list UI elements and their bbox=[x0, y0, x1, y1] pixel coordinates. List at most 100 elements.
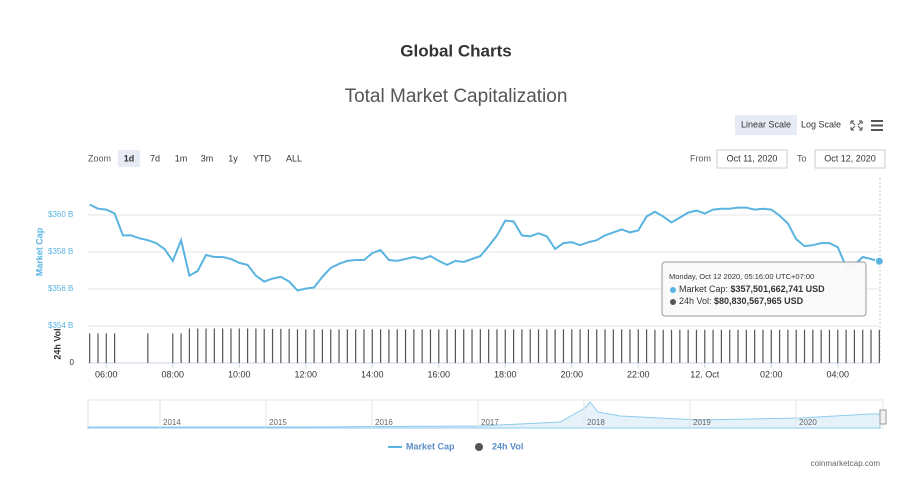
volume-bar bbox=[571, 329, 573, 363]
zoom-button[interactable]: 1d bbox=[124, 153, 135, 163]
market-cap-line bbox=[89, 203, 880, 292]
navigator-label: 2016 bbox=[375, 418, 393, 427]
volume-bar bbox=[454, 329, 457, 363]
volume-bar bbox=[113, 333, 116, 363]
volume-bar bbox=[770, 329, 772, 363]
volume-bar bbox=[213, 328, 215, 363]
navigator-label: 2019 bbox=[693, 418, 711, 427]
volume-bar bbox=[604, 329, 606, 363]
volume-bar bbox=[263, 328, 265, 363]
menu-icon[interactable] bbox=[871, 120, 883, 131]
navigator-handle[interactable] bbox=[879, 409, 887, 425]
from-input[interactable] bbox=[716, 149, 788, 169]
volume-bar bbox=[305, 329, 307, 363]
to-input[interactable] bbox=[814, 149, 886, 169]
volume-bar bbox=[845, 329, 847, 363]
volume-bar bbox=[504, 329, 506, 363]
volume-bar bbox=[396, 329, 398, 363]
x-tick-label: 12. Oct bbox=[690, 369, 720, 379]
volume-bar bbox=[529, 329, 531, 363]
volume-bar bbox=[404, 329, 407, 363]
x-tick-label: 22:00 bbox=[627, 369, 650, 379]
tooltip-vol-dot bbox=[670, 299, 676, 305]
zoom-button[interactable]: YTD bbox=[253, 153, 272, 163]
volume-bar bbox=[296, 329, 299, 363]
volume-bar bbox=[729, 329, 731, 363]
x-tick-label: 12:00 bbox=[295, 369, 318, 379]
volume-bar bbox=[679, 329, 681, 363]
volume-bar bbox=[330, 329, 332, 363]
volume-bar bbox=[238, 328, 240, 363]
volume-bar bbox=[188, 328, 191, 363]
volume-bar bbox=[712, 329, 714, 363]
volume-bar bbox=[754, 329, 756, 363]
volume-bar bbox=[180, 333, 182, 363]
x-tick-label: 16:00 bbox=[428, 369, 451, 379]
volume-bar bbox=[355, 329, 357, 363]
navigator-label: 2014 bbox=[163, 418, 181, 427]
volume-bar bbox=[413, 329, 415, 363]
x-tick-label: 10:00 bbox=[228, 369, 251, 379]
credit: coinmarketcap.com bbox=[811, 459, 881, 468]
zoom-button[interactable]: 7d bbox=[150, 153, 160, 163]
volume-bar bbox=[629, 329, 631, 363]
chart-title: Total Market Capitalization bbox=[345, 86, 568, 107]
volume-bar bbox=[554, 329, 556, 363]
volume-bar bbox=[255, 328, 257, 363]
navigator-label: 2017 bbox=[481, 418, 499, 427]
volume-bar bbox=[313, 329, 315, 363]
volume-bar bbox=[230, 328, 232, 363]
zoom-active-bg bbox=[118, 150, 140, 167]
volume-bar bbox=[762, 329, 764, 363]
volume-bar bbox=[463, 329, 465, 363]
tooltip-date: Monday, Oct 12 2020, 05:16:00 UTC+07:00 bbox=[669, 272, 814, 281]
volume-bar bbox=[429, 329, 432, 363]
y2-tick-label: 0 bbox=[70, 358, 75, 367]
zoom-button[interactable]: 3m bbox=[201, 153, 214, 163]
volume-bar bbox=[878, 329, 880, 363]
volume-bar bbox=[637, 329, 639, 363]
hover-point bbox=[874, 256, 884, 266]
volume-bar bbox=[787, 329, 789, 363]
volume-bar bbox=[662, 329, 664, 363]
fullscreen-icon[interactable] bbox=[850, 120, 863, 131]
volume-bar bbox=[778, 329, 781, 363]
tooltip-cap: Market Cap: $357,501,662,741 USD bbox=[679, 284, 825, 294]
volume-bar bbox=[828, 329, 831, 363]
tooltip-vol-value: $80,830,567,965 USD bbox=[714, 296, 804, 306]
from-date: Oct 11, 2020 bbox=[727, 153, 778, 163]
y2-axis-label: 24h Vol bbox=[52, 328, 62, 359]
volume-bar bbox=[704, 329, 706, 363]
volume-bar bbox=[379, 329, 382, 363]
tooltip: Monday, Oct 12 2020, 05:16:00 UTC+07:00 M… bbox=[661, 261, 867, 317]
volume-bar bbox=[654, 329, 656, 363]
volume-bar bbox=[596, 329, 598, 363]
volume-bar bbox=[471, 329, 473, 363]
volume-bar bbox=[720, 329, 723, 363]
navigator-label: 2015 bbox=[269, 418, 287, 427]
zoom-label: Zoom bbox=[88, 153, 111, 163]
zoom-button[interactable]: 1y bbox=[228, 153, 238, 163]
linear-scale-button[interactable]: Linear Scale bbox=[741, 119, 791, 129]
x-tick-label: 14:00 bbox=[361, 369, 384, 379]
volume-bar bbox=[562, 329, 565, 363]
volume-bar bbox=[363, 329, 365, 363]
volume-bar bbox=[147, 333, 149, 363]
volume-bar bbox=[172, 333, 174, 363]
volume-bar bbox=[521, 329, 523, 363]
zoom-button[interactable]: 1m bbox=[175, 153, 188, 163]
volume-bar bbox=[812, 329, 814, 363]
from-label: From bbox=[690, 153, 711, 163]
log-scale-button[interactable]: Log Scale bbox=[801, 119, 841, 129]
legend-entry[interactable]: 24h Vol bbox=[492, 441, 523, 451]
legend-entry[interactable]: Market Cap bbox=[406, 441, 455, 451]
x-tick-label: 08:00 bbox=[162, 369, 185, 379]
zoom-button[interactable]: ALL bbox=[286, 153, 302, 163]
x-tick-label: 18:00 bbox=[494, 369, 517, 379]
volume-bar bbox=[621, 329, 623, 363]
volume-bar bbox=[853, 329, 855, 363]
volume-bar bbox=[246, 328, 249, 363]
y-axis-label: Market Cap bbox=[34, 227, 44, 276]
volume-bar bbox=[371, 329, 373, 363]
volume-bar bbox=[820, 329, 822, 363]
